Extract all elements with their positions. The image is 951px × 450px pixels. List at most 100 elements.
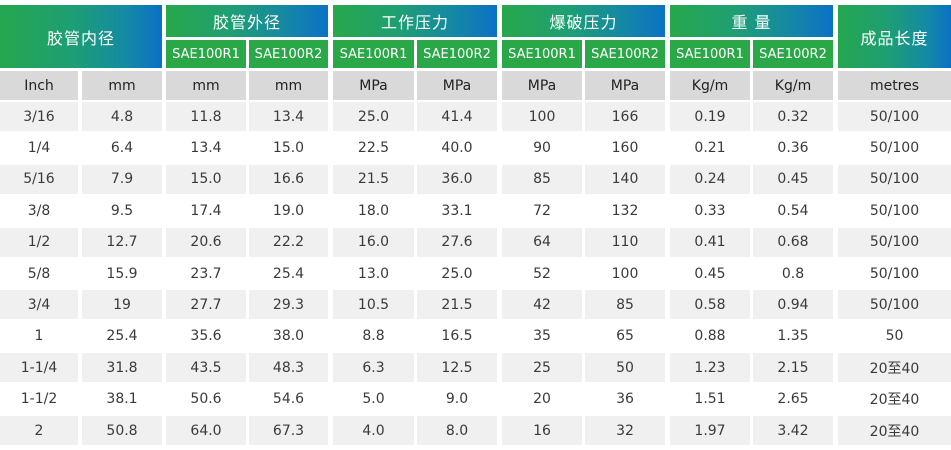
table-cell: 16 — [502, 416, 582, 445]
table-cell: 9.5 — [82, 196, 162, 226]
unit-cell: MPa — [417, 71, 497, 100]
table-cell: 21.5 — [333, 164, 414, 194]
table-cell: 25.0 — [333, 102, 414, 131]
table-cell: 64.0 — [166, 416, 246, 445]
table-cell: 1/2 — [0, 227, 78, 257]
table-cell: 35.6 — [166, 321, 246, 351]
table-cell: 15.0 — [166, 164, 246, 194]
header-outer-diameter: 胶管外径 — [166, 5, 328, 37]
table-cell: 20至40 — [838, 353, 951, 383]
header-burst-pressure: 爆破压力 — [502, 5, 665, 37]
table-cell: 50 — [838, 321, 951, 351]
table-cell: 29.3 — [249, 290, 328, 320]
subheader-r2: SAE100R2 — [585, 40, 665, 68]
table-cell: 6.4 — [82, 133, 162, 163]
table-cell: 18.0 — [333, 196, 414, 226]
table-cell: 0.8 — [753, 259, 833, 288]
table-cell: 50.8 — [82, 416, 162, 445]
table-cell: 13.0 — [333, 259, 414, 288]
table-cell: 36.0 — [417, 164, 497, 194]
table-cell: 16.6 — [249, 164, 328, 194]
table-cell: 2.65 — [753, 384, 833, 414]
table-cell: 0.21 — [670, 133, 750, 163]
table-cell: 1.23 — [670, 353, 750, 383]
unit-cell: Kg/m — [753, 71, 833, 100]
table-cell: 1.97 — [670, 416, 750, 445]
header-weight: 重 量 — [670, 5, 833, 37]
table-row: 3/16 4.8 11.8 13.4 25.0 41.4 100 166 0.19 0.32 50/… — [0, 102, 951, 131]
table-cell: 32 — [585, 416, 665, 445]
table-cell: 27.7 — [166, 290, 246, 320]
unit-cell: mm — [166, 71, 246, 100]
table-cell: 20至40 — [838, 416, 951, 445]
table-cell: 1 — [0, 321, 78, 351]
table-cell: 67.3 — [249, 416, 328, 445]
table-cell: 11.8 — [166, 102, 246, 131]
table-cell: 9.0 — [417, 384, 497, 414]
table-cell: 16.0 — [333, 227, 414, 257]
subheader-r1: SAE100R1 — [670, 40, 750, 68]
table-cell: 8.8 — [333, 321, 414, 351]
unit-cell: metres — [838, 71, 951, 100]
table-row: 3/4 19 27.7 29.3 10.5 21.5 42 85 0.58 0.94 50/100 — [0, 290, 951, 320]
header-working-pressure: 工作压力 — [333, 5, 497, 37]
table-cell: 22.2 — [249, 227, 328, 257]
unit-cell: Inch — [0, 71, 78, 100]
table-cell: 50/100 — [838, 290, 951, 320]
table-row: 3/8 9.5 17.4 19.0 18.0 33.1 72 132 0.33 0.54 50/10… — [0, 196, 951, 226]
table-cell: 1.51 — [670, 384, 750, 414]
table-cell: 25.4 — [249, 259, 328, 288]
table-cell: 100 — [585, 259, 665, 288]
table-cell: 13.4 — [166, 133, 246, 163]
table-cell: 20至40 — [838, 384, 951, 414]
table-cell: 25.0 — [417, 259, 497, 288]
table-cell: 41.4 — [417, 102, 497, 131]
header-inner-diameter: 胶管内径 — [0, 5, 162, 68]
table-cell: 50/100 — [838, 164, 951, 194]
subheader-r2: SAE100R2 — [249, 40, 328, 68]
table-cell: 5/8 — [0, 259, 78, 288]
table-cell: 50/100 — [838, 196, 951, 226]
table-cell: 110 — [585, 227, 665, 257]
table-cell: 35 — [502, 321, 582, 351]
header-length: 成品长度 — [838, 5, 951, 68]
table-cell: 50/100 — [838, 133, 951, 163]
table-cell: 0.24 — [670, 164, 750, 194]
table-cell: 42 — [502, 290, 582, 320]
table-cell: 140 — [585, 164, 665, 194]
table-cell: 0.94 — [753, 290, 833, 320]
table-cell: 0.19 — [670, 102, 750, 131]
subheader-r2: SAE100R2 — [753, 40, 833, 68]
table-cell: 1-1/4 — [0, 353, 78, 383]
table-cell: 0.41 — [670, 227, 750, 257]
table-cell: 50/100 — [838, 259, 951, 288]
table-cell: 85 — [502, 164, 582, 194]
table-cell: 33.1 — [417, 196, 497, 226]
table-cell: 6.3 — [333, 353, 414, 383]
table-cell: 54.6 — [249, 384, 328, 414]
table-cell: 160 — [585, 133, 665, 163]
table-cell: 23.7 — [166, 259, 246, 288]
unit-cell: mm — [249, 71, 328, 100]
unit-cell: MPa — [333, 71, 414, 100]
table-cell: 0.36 — [753, 133, 833, 163]
table-cell: 132 — [585, 196, 665, 226]
table-cell: 166 — [585, 102, 665, 131]
table-cell: 8.0 — [417, 416, 497, 445]
unit-cell: Kg/m — [670, 71, 750, 100]
table-cell: 85 — [585, 290, 665, 320]
table-cell: 7.9 — [82, 164, 162, 194]
table-cell: 38.0 — [249, 321, 328, 351]
unit-cell: MPa — [502, 71, 582, 100]
table-cell: 1/4 — [0, 133, 78, 163]
subheader-r2: SAE100R2 — [417, 40, 497, 68]
table-cell: 27.6 — [417, 227, 497, 257]
table-cell: 50/100 — [838, 227, 951, 257]
table-cell: 2 — [0, 416, 78, 445]
table-cell: 48.3 — [249, 353, 328, 383]
table-cell: 3/16 — [0, 102, 78, 131]
table-cell: 0.45 — [753, 164, 833, 194]
table-cell: 0.45 — [670, 259, 750, 288]
table-cell: 3.42 — [753, 416, 833, 445]
table-cell: 50.6 — [166, 384, 246, 414]
